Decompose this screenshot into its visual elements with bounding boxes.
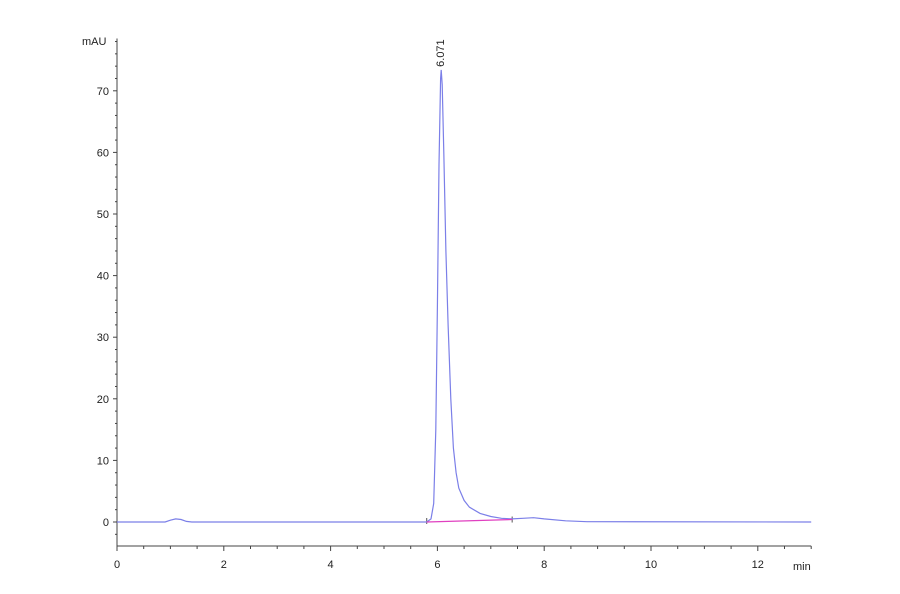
y-tick-label: 50 [97,209,109,221]
x-tick-label: 0 [114,559,120,571]
x-tick-label: 4 [328,559,334,571]
x-tick-label: 2 [221,559,227,571]
x-axis-label: min [793,561,811,573]
y-tick-label: 10 [97,455,109,467]
y-tick-label: 20 [97,394,109,406]
x-tick-label: 12 [752,559,764,571]
x-tick-label: 10 [645,559,657,571]
y-tick-label: 70 [97,86,109,98]
y-tick-label: 0 [103,517,109,529]
y-axis-label: mAU [82,36,107,48]
ticks: 0 10 20 30 40 50 60 70 0 2 4 6 8 10 12 [97,41,812,571]
peak-annotations: 6.071 [435,39,447,67]
axes [116,38,812,547]
x-tick-label: 6 [434,559,440,571]
y-tick-label: 40 [97,271,109,283]
peak-label: 6.071 [435,39,447,67]
integration-baseline [426,518,513,523]
x-tick-label: 8 [541,559,547,571]
chromatogram-trace [117,69,812,523]
y-tick-label: 60 [97,147,109,159]
y-tick-label: 30 [97,332,109,344]
